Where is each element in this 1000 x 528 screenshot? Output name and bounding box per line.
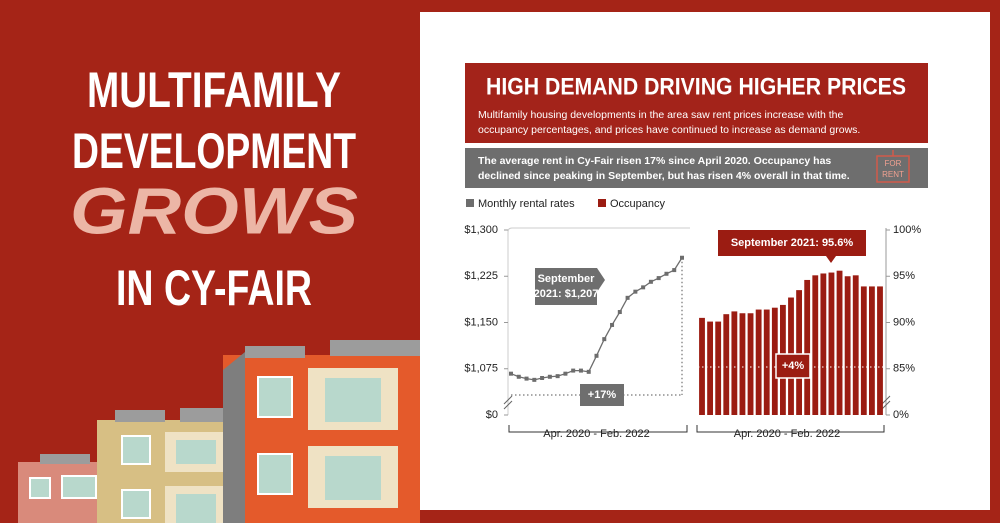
legend-label: Occupancy xyxy=(610,198,666,210)
point xyxy=(680,255,684,260)
point xyxy=(555,374,560,379)
point xyxy=(602,337,607,342)
headline: MULTIFAMILY xyxy=(87,62,341,118)
callout-box xyxy=(535,268,605,305)
note: The average rent in Cy-Fair risen 17% si… xyxy=(478,155,831,167)
bar xyxy=(877,286,883,415)
point xyxy=(563,371,568,376)
note-bar xyxy=(465,148,928,188)
chart-frame xyxy=(507,227,690,415)
point xyxy=(540,376,545,380)
point xyxy=(571,368,576,373)
y-tick-label: $1,225 xyxy=(464,270,498,282)
x-axis-label: Apr. 2020 - Feb. 2022 xyxy=(543,428,649,440)
point xyxy=(516,374,521,379)
point xyxy=(586,369,591,374)
point xyxy=(648,279,653,284)
bar xyxy=(796,290,803,415)
y-tick-label: 95% xyxy=(893,270,915,282)
header-subtitle: occupancy percentages, and prices have c… xyxy=(478,124,860,136)
bar xyxy=(763,309,770,415)
change-box xyxy=(580,384,624,406)
bar xyxy=(731,311,738,415)
bar xyxy=(852,275,859,415)
bar xyxy=(707,321,714,415)
point xyxy=(578,368,583,373)
legend-label: Monthly rental rates xyxy=(478,198,575,210)
point xyxy=(547,374,552,379)
sign-text: FOR xyxy=(885,159,902,168)
y-tick-label: $1,300 xyxy=(464,224,498,236)
point xyxy=(625,295,630,300)
bar xyxy=(755,309,762,415)
note: declined since peaking in September, but… xyxy=(478,170,850,182)
bar xyxy=(739,313,746,415)
x-bracket xyxy=(696,425,885,433)
bar xyxy=(747,313,754,415)
bar xyxy=(868,286,875,415)
point xyxy=(509,371,513,376)
bar xyxy=(715,321,722,415)
callout: September 2021: 95.6% xyxy=(731,237,854,249)
y-tick-label: 0% xyxy=(893,409,909,421)
change-label: +17% xyxy=(588,389,617,401)
point xyxy=(664,271,669,276)
point xyxy=(617,310,622,315)
bar xyxy=(699,317,705,415)
y-tick-label: $0 xyxy=(486,409,498,421)
headline: DEVELOPMENT xyxy=(72,123,356,179)
y-tick-label: 100% xyxy=(893,224,921,236)
callout: September xyxy=(538,273,596,285)
change-box xyxy=(775,353,811,379)
bar xyxy=(836,270,843,415)
callout-box xyxy=(718,230,866,263)
change-label: +4% xyxy=(782,360,805,372)
for-rent-sign: FOR RENT xyxy=(876,150,910,183)
point xyxy=(610,322,615,327)
legend-swatch xyxy=(598,199,606,207)
header-title: HIGH DEMAND DRIVING HIGHER PRICES xyxy=(486,73,906,100)
headline: IN CY-FAIR xyxy=(116,260,312,316)
y-tick-label: $1,150 xyxy=(464,316,498,328)
bar xyxy=(828,272,835,415)
legend-swatch xyxy=(466,199,474,207)
point xyxy=(524,376,529,381)
bar xyxy=(860,286,867,415)
headline-emphasis: GROWS xyxy=(70,173,358,247)
bar xyxy=(804,279,811,415)
sign-text: RENT xyxy=(882,170,904,179)
y-tick-label: $1,075 xyxy=(464,363,498,375)
y-tick-label: 90% xyxy=(893,316,915,328)
bar xyxy=(820,273,827,415)
callout: 2021: $1,207 xyxy=(534,288,599,300)
bar xyxy=(844,276,851,415)
point xyxy=(594,353,599,358)
header-subtitle: Multifamily housing developments in the … xyxy=(478,109,844,121)
bar xyxy=(771,307,778,415)
y-tick-label: 85% xyxy=(893,363,915,375)
x-axis-label: Apr. 2020 - Feb. 2022 xyxy=(734,428,840,440)
point xyxy=(532,377,537,382)
point xyxy=(633,289,638,294)
point xyxy=(641,285,646,290)
bar xyxy=(812,275,819,415)
point xyxy=(656,276,661,281)
header-bar xyxy=(465,63,928,143)
axis-break xyxy=(503,395,891,410)
x-bracket xyxy=(508,425,688,433)
buildings-illustration xyxy=(18,340,420,523)
bar xyxy=(723,314,730,415)
point xyxy=(672,268,677,273)
